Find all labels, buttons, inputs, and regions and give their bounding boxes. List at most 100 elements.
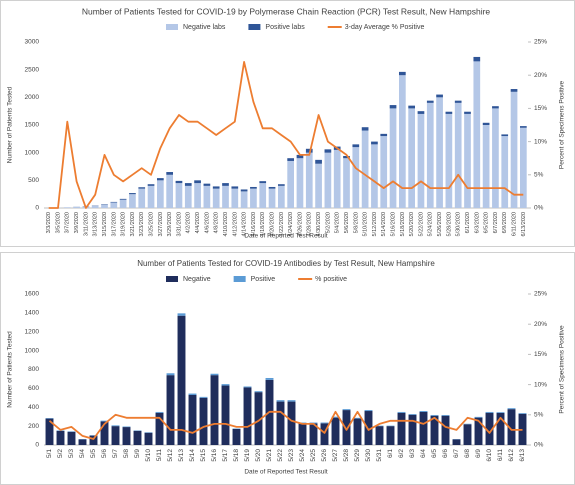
legend-swatch: [166, 24, 178, 30]
x-tick-label: 6/7/2020: [493, 212, 499, 233]
bar: [324, 152, 332, 208]
x-tick-label: 6/8: [464, 449, 471, 458]
bar: [221, 384, 230, 386]
panel: [0, 252, 575, 485]
x-tick-label: 6/4: [420, 449, 427, 458]
y-tick-label: 800: [28, 366, 39, 373]
bar: [156, 178, 164, 181]
bar: [463, 424, 472, 445]
x-tick-label: 5/26/2020: [437, 212, 443, 236]
x-tick-label: 5/24/2020: [428, 212, 434, 236]
x-tick-label: 4/24/2020: [288, 212, 294, 236]
x-tick-label: 6/13/2020: [521, 212, 527, 236]
bar: [100, 421, 109, 445]
bar: [510, 89, 518, 92]
x-tick-label: 4/6/2020: [204, 212, 210, 233]
legend-label: Negative: [183, 276, 211, 283]
legend-swatch: [248, 24, 261, 30]
bar: [232, 428, 241, 445]
x-tick-label: 3/29/2020: [167, 212, 173, 236]
bar: [398, 75, 406, 208]
y2-tick-label: 5%: [534, 412, 544, 419]
bar: [342, 410, 351, 445]
bar: [138, 188, 146, 208]
bar: [129, 193, 136, 195]
bar: [175, 180, 183, 184]
y2-tick-label: 20%: [534, 321, 547, 328]
legend-label: % positive: [315, 276, 347, 283]
bar: [305, 152, 313, 208]
x-tick-label: 5/28: [343, 449, 350, 462]
x-tick-label: 3/25/2020: [148, 212, 154, 236]
bar: [436, 94, 443, 98]
bar: [485, 412, 494, 445]
bar: [67, 431, 76, 445]
x-tick-label: 4/8/2020: [214, 212, 220, 233]
x-tick-label: 3/31/2020: [176, 212, 182, 236]
bar: [119, 198, 127, 200]
bar: [419, 411, 428, 445]
x-tick-label: 3/11/2020: [83, 212, 89, 236]
x-axis-title: Date of Reported Test Result: [244, 233, 328, 240]
bar: [199, 397, 208, 445]
y-tick-label: 1200: [25, 328, 40, 335]
bar: [315, 159, 322, 164]
bar: [397, 411, 406, 413]
x-tick-label: 3/15/2020: [102, 212, 108, 236]
x-tick-label: 5/25: [310, 449, 317, 462]
bar: [199, 396, 208, 398]
y2-tick-label: 15%: [534, 351, 547, 358]
bar: [426, 102, 434, 208]
bar: [287, 400, 296, 402]
y2-tick-label: 25%: [534, 291, 547, 298]
x-tick-label: 5/6/2020: [344, 212, 350, 233]
x-tick-label: 5/8/2020: [353, 212, 359, 233]
bar: [298, 422, 307, 424]
x-tick-label: 5/30/2020: [456, 212, 462, 236]
bar: [133, 430, 142, 445]
bar: [389, 105, 397, 109]
x-tick-label: 5/12/2020: [372, 212, 378, 236]
bar: [221, 385, 230, 445]
x-tick-label: 5/11: [156, 449, 163, 462]
bar: [203, 183, 211, 186]
bar: [441, 415, 450, 445]
bar: [507, 408, 516, 410]
bar: [507, 409, 516, 445]
x-tick-label: 5/7: [112, 449, 119, 458]
x-tick-label: 5/31: [376, 449, 383, 462]
bar: [156, 180, 164, 208]
bar: [343, 155, 350, 159]
chart-title: Number of Patients Tested for COVID-19 b…: [82, 6, 491, 16]
bar: [155, 411, 164, 413]
bar: [100, 420, 109, 422]
legend-label: 3-day Average % Positive: [345, 24, 425, 31]
chart-title: Number of Patients Tested for COVID-19 A…: [137, 259, 435, 268]
x-tick-label: 3/3/2020: [46, 212, 52, 233]
y-tick-label: 600: [28, 385, 39, 392]
x-tick-label: 4/26/2020: [297, 212, 303, 236]
bar: [492, 108, 499, 208]
bar: [464, 113, 471, 208]
y2-tick-label: 5%: [534, 172, 544, 179]
bar: [386, 426, 395, 445]
bar: [426, 100, 434, 103]
bar: [287, 158, 295, 161]
bar: [177, 315, 186, 445]
x-tick-label: 5/3: [68, 449, 75, 458]
x-tick-label: 5/17: [222, 449, 229, 462]
x-tick-label: 5/1: [46, 449, 53, 458]
bar: [482, 125, 490, 208]
bar: [419, 411, 428, 412]
bar: [222, 185, 229, 208]
bar: [398, 71, 406, 76]
x-tick-label: 5/23: [288, 449, 295, 462]
y2-tick-label: 15%: [534, 105, 547, 112]
y2-tick-label: 0%: [534, 442, 544, 449]
bar: [166, 373, 175, 376]
bar: [56, 430, 65, 445]
bar: [298, 423, 307, 445]
x-tick-label: 3/5/2020: [55, 212, 61, 233]
x-tick-label: 5/21: [266, 449, 273, 462]
